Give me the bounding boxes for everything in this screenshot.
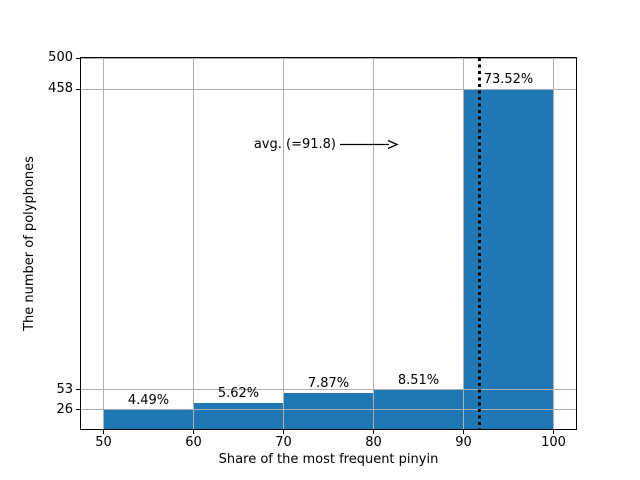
- x-gridline: [283, 58, 284, 429]
- y-tick: [76, 57, 80, 59]
- y-gridline: [81, 389, 576, 391]
- x-tick: [553, 430, 554, 434]
- bar-percent-label: 4.49%: [127, 392, 170, 408]
- y-gridline: [81, 57, 576, 59]
- histogram-bar: [193, 403, 284, 429]
- x-tick: [103, 430, 104, 434]
- histogram-bar: [463, 89, 554, 429]
- y-tick-label: 458: [48, 81, 73, 97]
- x-tick: [373, 430, 374, 434]
- x-tick-label: 60: [185, 435, 202, 450]
- x-tick: [193, 430, 194, 434]
- plot-area: 4.49% 5.62% 7.87% 8.51% 73.52% 50 60 70 80 90 100 2…: [48, 50, 576, 450]
- x-tick: [283, 430, 284, 434]
- bar-percent-label: 8.51%: [397, 372, 440, 388]
- y-gridline: [81, 88, 576, 90]
- bar-percent-label: 73.52%: [483, 72, 534, 88]
- x-gridline: [373, 58, 374, 429]
- avg-annotation-text: avg. (=91.8): [253, 137, 336, 152]
- histogram-bar: [103, 409, 194, 429]
- x-tick-label: 50: [95, 435, 112, 450]
- bar-percent-label: 5.62%: [217, 386, 260, 402]
- x-gridline: [103, 58, 104, 429]
- avg-dotted-line: [478, 58, 481, 429]
- x-tick-label: 80: [365, 435, 382, 450]
- x-gridline: [553, 58, 554, 429]
- x-tick: [463, 430, 464, 434]
- x-tick-label: 90: [455, 435, 472, 450]
- x-axis-label: Share of the most frequent pinyin: [218, 452, 439, 467]
- x-tick-label: 70: [275, 435, 292, 450]
- y-tick: [76, 88, 80, 90]
- x-tick-label: 100: [541, 435, 566, 450]
- y-tick: [76, 389, 80, 391]
- x-gridline: [193, 58, 194, 429]
- y-tick-label: 26: [56, 401, 73, 417]
- histogram-bar: [283, 392, 374, 429]
- avg-annotation-arrow-icon: [340, 139, 399, 150]
- y-tick: [76, 409, 80, 411]
- y-axis-label: The number of polyphones: [21, 156, 37, 331]
- bar-percent-label: 7.87%: [307, 375, 350, 391]
- y-gridline: [81, 409, 576, 411]
- y-tick-label: 500: [48, 50, 73, 65]
- y-tick-label: 53: [56, 381, 73, 397]
- x-gridline: [463, 58, 464, 429]
